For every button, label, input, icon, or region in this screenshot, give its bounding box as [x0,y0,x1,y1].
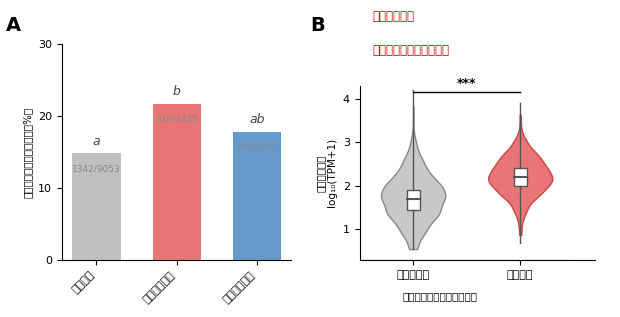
Text: ab: ab [249,113,265,126]
Text: a: a [92,135,100,148]
Text: b: b [173,85,180,98]
Y-axis label: 水平伝播の遷伝子の割合（%）: 水平伝播の遷伝子の割合（%） [22,107,33,198]
Text: A: A [6,16,21,35]
Text: 宿主操作中のハリガネムシ: 宿主操作中のハリガネムシ [402,291,477,301]
FancyBboxPatch shape [514,168,526,186]
Text: 1342/9053: 1342/9053 [72,164,121,173]
Bar [153,104,201,260]
Text: 発現量が増加する遷伝子: 発現量が増加する遷伝子 [372,44,449,57]
Bar [233,132,281,260]
Y-axis label: 遷伝子発現量
log₁₀(TPM+1): 遷伝子発現量 log₁₀(TPM+1) [316,138,337,207]
Text: ***: *** [457,77,476,90]
FancyBboxPatch shape [407,190,420,210]
Text: 190/1067: 190/1067 [235,143,278,152]
Text: 310/1425: 310/1425 [155,114,198,123]
Text: B: B [310,16,325,35]
Text: 宿主操作中に: 宿主操作中に [372,10,414,23]
Bar [73,153,120,260]
